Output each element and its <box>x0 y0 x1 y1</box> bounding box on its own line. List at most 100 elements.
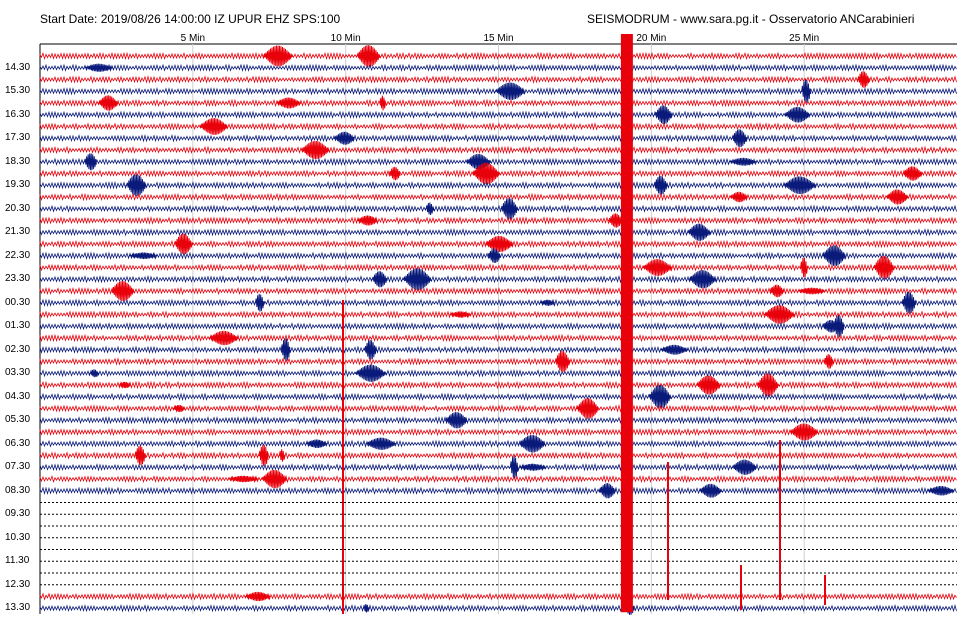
trace-burst <box>901 291 917 314</box>
trace-line <box>39 216 957 225</box>
trace-burst <box>783 106 811 123</box>
trace-burst <box>764 305 796 324</box>
trace-burst <box>110 280 135 302</box>
trace-burst <box>642 259 673 276</box>
trace-burst <box>172 404 185 413</box>
trace-line <box>39 133 957 143</box>
event-column <box>620 34 633 613</box>
trace-burst <box>88 369 100 378</box>
trace-burst <box>554 350 571 373</box>
trace-burst <box>124 174 147 197</box>
trace-burst <box>258 444 269 467</box>
trace-line <box>39 368 957 378</box>
trace-line <box>39 404 957 413</box>
trace-burst <box>769 284 785 298</box>
trace-line <box>39 357 957 366</box>
trace-burst <box>798 287 826 295</box>
trace-burst <box>83 153 97 171</box>
trace-line <box>39 122 957 131</box>
trace-burst <box>485 235 514 253</box>
trace-line <box>39 392 957 402</box>
trace-line <box>39 310 957 319</box>
x-tick-label: 20 Min <box>636 33 667 44</box>
trace-burst <box>128 252 158 259</box>
trace-burst <box>199 118 228 135</box>
trace-line <box>39 333 957 343</box>
trace-line <box>39 75 957 84</box>
trace-burst <box>509 455 519 479</box>
trace-burst <box>301 140 330 160</box>
trace-line <box>39 415 957 425</box>
trace-burst <box>245 591 271 602</box>
x-tick-label: 25 Min <box>789 33 820 44</box>
trace-burst <box>472 162 501 185</box>
x-tick-label: 10 Min <box>330 33 361 44</box>
x-tick-label: 15 Min <box>483 33 514 44</box>
trace-burst <box>653 105 673 125</box>
trace-burst <box>83 63 113 72</box>
trace-burst <box>873 255 896 280</box>
hour-label: 07.30 <box>5 461 31 473</box>
trace-burst <box>174 233 194 255</box>
trace-burst <box>652 175 669 195</box>
trace-line <box>39 486 957 496</box>
trace-burst <box>659 344 689 355</box>
trace-burst <box>379 95 387 111</box>
trace-line <box>39 227 957 237</box>
trace-line <box>39 157 957 167</box>
trace-burst <box>354 364 387 382</box>
trace-line <box>39 145 957 155</box>
trace-burst <box>402 268 432 291</box>
trace-burst <box>254 293 265 312</box>
trace-line <box>39 439 957 449</box>
x-tick-label: 5 Min <box>180 33 206 44</box>
trace-line <box>39 592 957 601</box>
trace-burst <box>686 223 711 241</box>
hour-label: 15.30 <box>5 85 31 97</box>
trace-burst <box>821 245 846 267</box>
trace-line <box>39 98 957 108</box>
trace-burst <box>926 485 955 496</box>
trace-burst <box>365 437 397 450</box>
trace-burst <box>696 375 722 395</box>
trace-line <box>39 603 957 613</box>
trace-burst <box>698 483 722 498</box>
hour-label: 20.30 <box>5 202 31 214</box>
trace-line <box>39 321 957 331</box>
trace-line <box>39 380 957 390</box>
trace-line <box>39 474 957 484</box>
trace-burst <box>370 271 388 288</box>
trace-burst <box>729 191 748 203</box>
trace-burst <box>424 202 435 216</box>
trace-burst <box>227 475 259 483</box>
trace-burst <box>799 257 809 278</box>
start-date-label: Start Date: 2019/08/26 14:00:00 IZ UPUR … <box>40 12 341 26</box>
trace-burst <box>305 439 328 449</box>
trace-burst <box>688 270 717 289</box>
trace-burst <box>783 176 817 195</box>
trace-burst <box>886 189 909 205</box>
trace-burst <box>356 45 381 67</box>
trace-burst <box>276 97 302 109</box>
trace-burst <box>280 338 291 362</box>
trace-burst <box>518 463 546 471</box>
trace-burst <box>278 449 286 462</box>
hour-label: 19.30 <box>5 179 31 191</box>
hour-label: 21.30 <box>5 226 31 238</box>
hour-label: 04.30 <box>5 390 31 402</box>
trace-line <box>39 51 957 61</box>
trace-burst <box>608 213 623 228</box>
trace-burst <box>487 248 501 264</box>
hour-label: 17.30 <box>5 132 31 144</box>
hour-label: 22.30 <box>5 249 31 261</box>
hour-label: 06.30 <box>5 437 31 449</box>
trace-burst <box>363 339 378 360</box>
trace-burst <box>444 412 468 429</box>
trace-burst <box>823 354 834 369</box>
hour-label: 11.30 <box>5 555 30 567</box>
trace-line <box>39 345 957 354</box>
hour-label: 02.30 <box>5 343 31 355</box>
trace-burst <box>902 166 923 181</box>
trace-line <box>39 63 957 73</box>
